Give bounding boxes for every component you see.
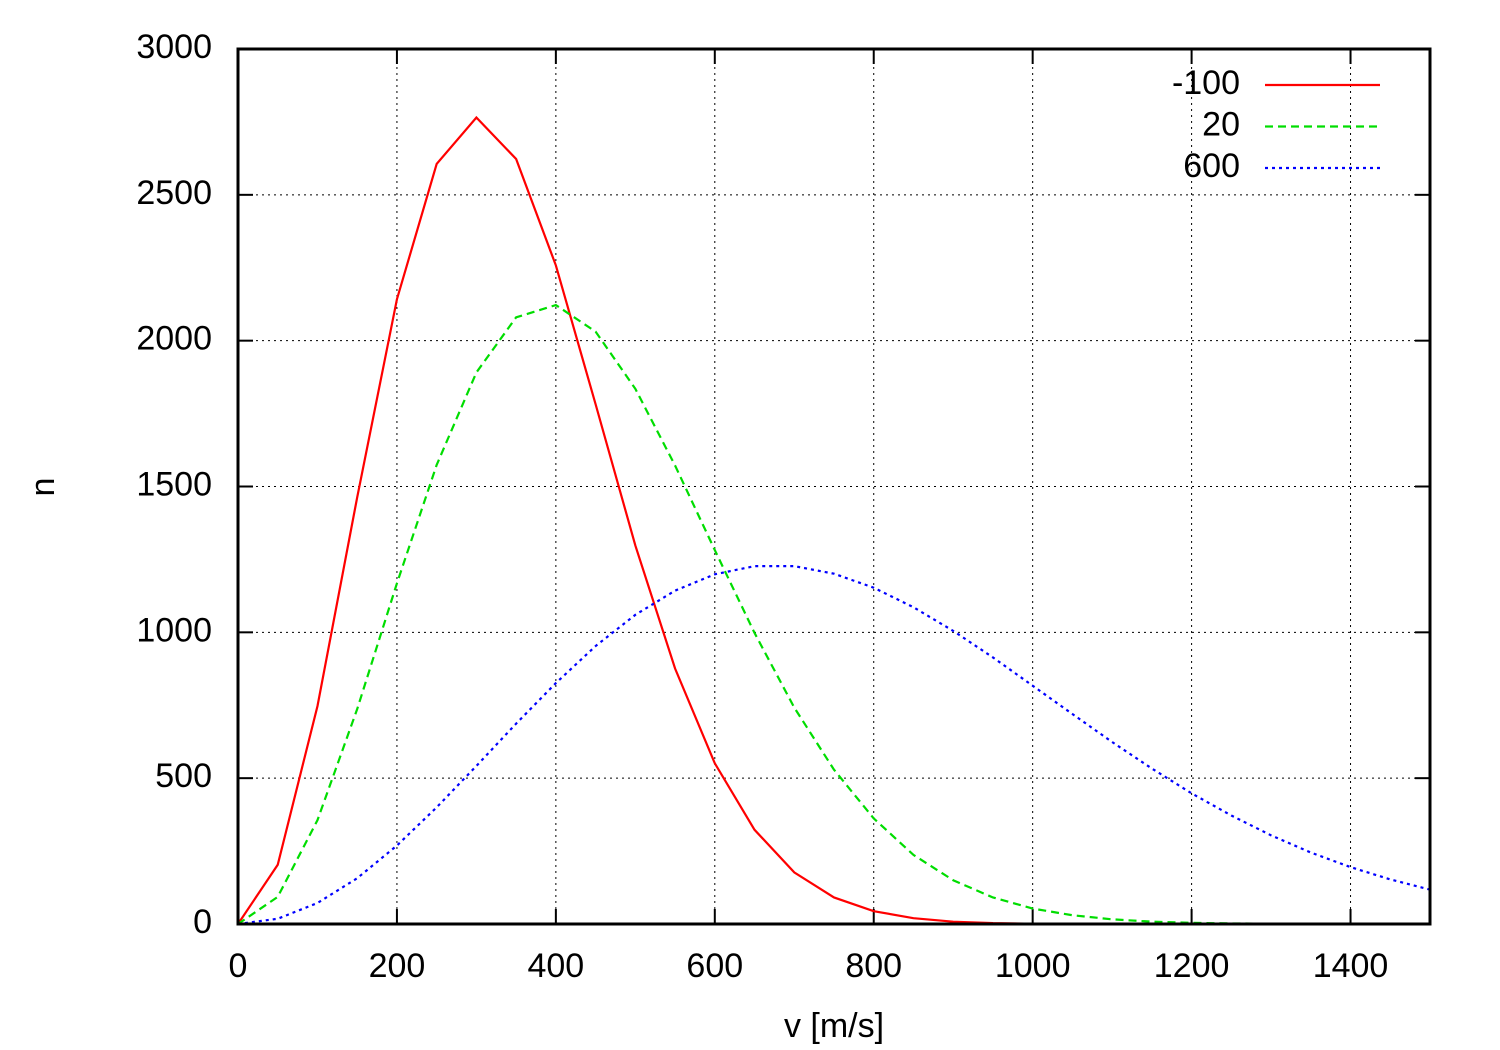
y-tick-label: 3000 (136, 28, 212, 66)
legend-label: 20 (1202, 105, 1240, 143)
y-tick-label: 2500 (136, 174, 212, 212)
y-axis-label: n (24, 478, 62, 497)
x-axis-label: v [m/s] (784, 1007, 884, 1045)
x-tick-label: 200 (369, 947, 426, 985)
x-tick-label: 1400 (1313, 947, 1389, 985)
x-tick-label: 600 (686, 947, 743, 985)
x-tick-label: 400 (527, 947, 584, 985)
y-tick-label: 0 (193, 903, 212, 941)
legend-label: 600 (1183, 147, 1240, 185)
plot-frame (236, 47, 1432, 926)
x-tick-label: 0 (229, 947, 248, 985)
x-tick-label: 800 (845, 947, 902, 985)
y-tick-label: 500 (155, 757, 212, 795)
legend-label: -100 (1172, 64, 1240, 102)
x-tick-label: 1200 (1154, 947, 1230, 985)
y-tick-label: 1000 (136, 611, 212, 649)
data-line (237, 565, 1431, 926)
y-tick-label: 2000 (136, 320, 212, 358)
x-tick-label: 1000 (995, 947, 1071, 985)
y-tick-label: 1500 (136, 465, 212, 503)
data-line (237, 303, 1430, 926)
